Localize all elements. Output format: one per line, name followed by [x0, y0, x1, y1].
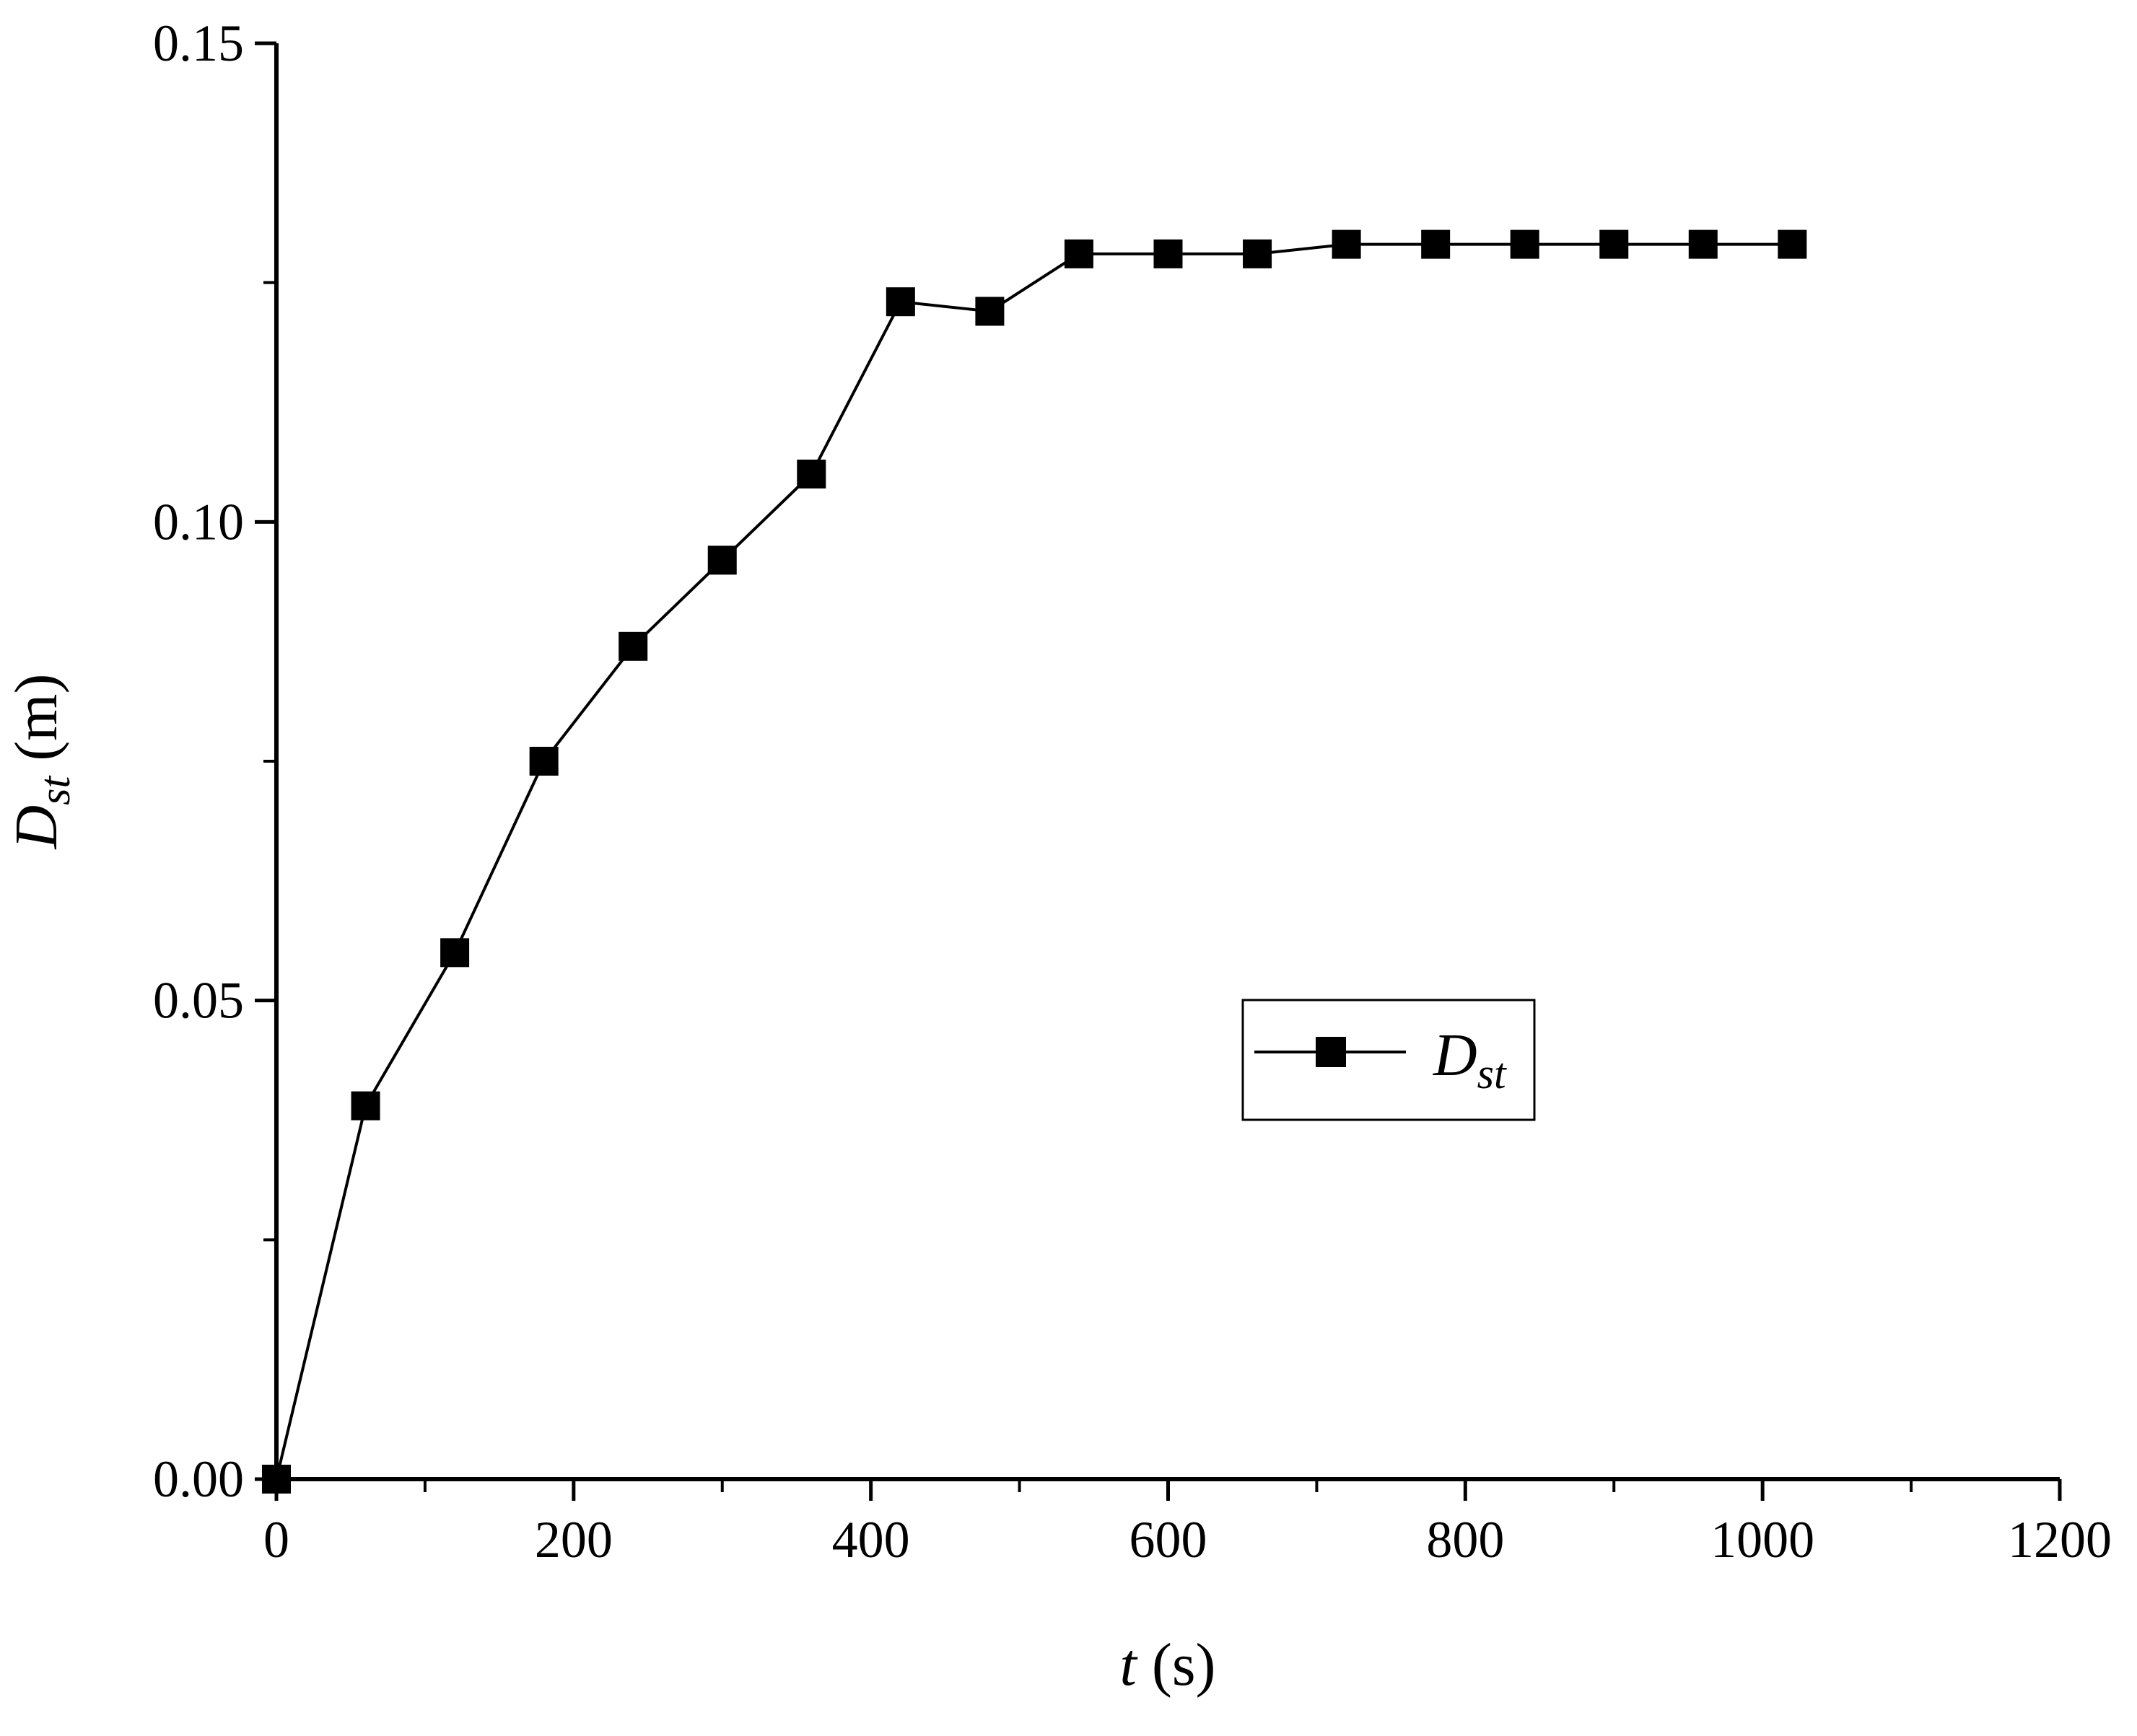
legend: Dst [1241, 999, 1536, 1121]
y-tick-label: 0.10 [153, 493, 244, 551]
legend-marker-sample [1316, 1037, 1346, 1067]
y-tick-label: 0.00 [153, 1450, 244, 1508]
x-axis-unit: (s) [1137, 1631, 1216, 1698]
data-point-marker [1599, 229, 1629, 259]
data-point-marker [262, 1465, 291, 1494]
data-point-marker [529, 747, 559, 776]
series-line [275, 242, 1793, 1480]
data-point-marker [1688, 229, 1718, 259]
x-tick-label: 800 [1426, 1511, 1504, 1569]
x-tick-label: 1200 [2008, 1511, 2112, 1569]
data-point-marker [975, 297, 1005, 326]
y-tick-label: 0.15 [153, 14, 244, 72]
y-axis-sub: st [31, 775, 79, 805]
data-point-marker [1778, 229, 1807, 259]
y-tick-label: 0.05 [153, 972, 244, 1030]
x-tick-label: 600 [1129, 1511, 1207, 1569]
data-point-marker [797, 460, 826, 488]
series-markers [262, 229, 1807, 1494]
x-tick-label: 1000 [1710, 1511, 1814, 1569]
data-point-marker [1421, 229, 1451, 259]
y-axis-unit: (m) [3, 674, 70, 776]
data-point-marker [1243, 239, 1272, 268]
data-point-marker [1153, 239, 1183, 268]
tick-labels: 0 200 400 600 800 1000 1200 0.00 0.05 0.10 0.15 [153, 14, 2112, 1569]
y-axis-title: Dst (m) [3, 674, 79, 850]
data-point-marker [886, 287, 915, 317]
data-point-marker [351, 1091, 380, 1121]
x-axis-var: t [1120, 1631, 1139, 1698]
data-point-marker [1332, 229, 1361, 259]
legend-box [1241, 999, 1536, 1121]
x-tick-label: 400 [832, 1511, 910, 1569]
x-axis-title: t (s) [1120, 1631, 1216, 1698]
legend-sub: st [1477, 1050, 1507, 1097]
data-point-marker [707, 545, 737, 575]
y-axis-var: D [3, 805, 70, 850]
x-tick-label: 200 [535, 1511, 613, 1569]
data-point-marker [440, 938, 470, 968]
data-point-marker [1510, 229, 1539, 259]
data-point-marker [619, 631, 648, 661]
legend-entry: Dst [1433, 1022, 1507, 1097]
ticks [255, 41, 2062, 1501]
x-tick-label: 0 [263, 1511, 289, 1569]
legend-var: D [1433, 1022, 1477, 1089]
data-point-marker [1064, 239, 1093, 268]
